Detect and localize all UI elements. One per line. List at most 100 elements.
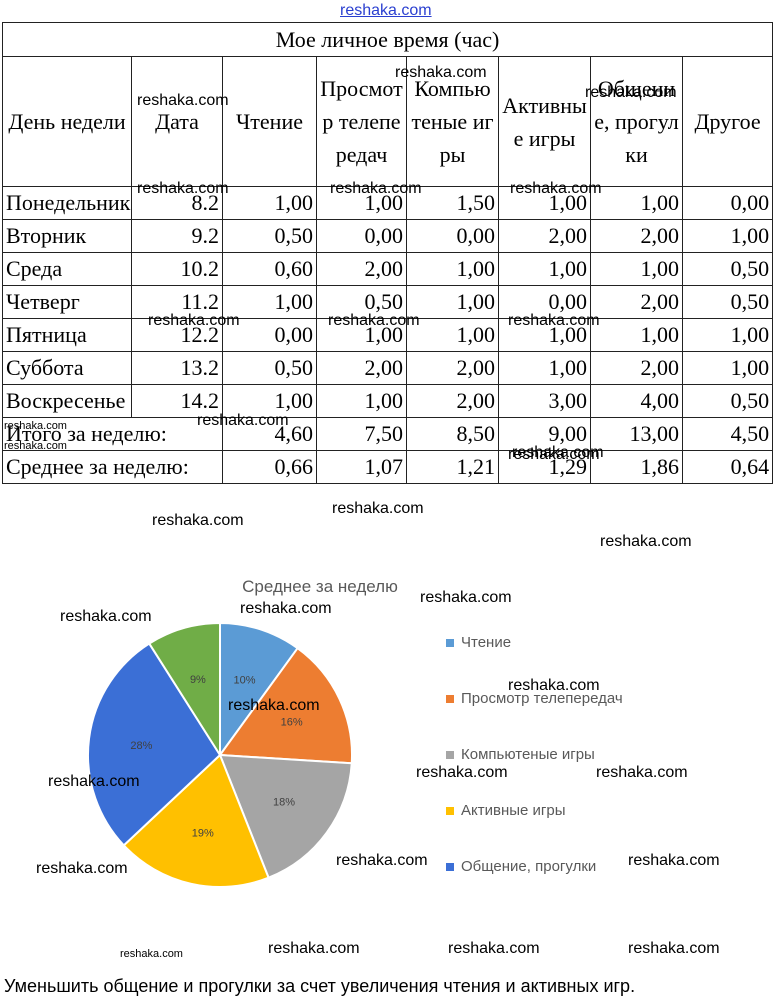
row: Суббота 13.2 0,50 2,00 2,00 1,00 2,00 1,00 — [2, 351, 774, 385]
cell: 0,64 — [681, 450, 774, 484]
watermark: reshaka.com — [340, 2, 432, 19]
header-cell: Другое — [681, 56, 774, 187]
cell: 0,50 — [681, 384, 774, 418]
cell: 1,00 — [590, 252, 683, 286]
slice-label: 16% — [281, 716, 303, 728]
total-row: Итого за неделю: 4,60 7,50 8,50 9,00 13,00 4,5… — [2, 417, 774, 451]
cell: 1,86 — [590, 450, 683, 484]
pie-chart: Среднее за неделю 10% 16% 18% 19% 28% 9% — [87, 577, 398, 888]
cell: 2,00 — [590, 351, 683, 385]
watermark: reshaka.com — [508, 312, 600, 329]
legend-item: Чтение — [446, 632, 511, 654]
cell: 2,00 — [406, 384, 499, 418]
cell: 3,00 — [498, 384, 591, 418]
legend-swatch — [446, 695, 454, 703]
cell: 0,00 — [498, 285, 591, 319]
row: Четверг 11.2 1,00 0,50 1,00 0,00 2,00 0,50 — [2, 285, 774, 319]
cell: 0,50 — [681, 252, 774, 286]
slice-label: 28% — [130, 740, 152, 752]
cell: Среднее за неделю: — [2, 450, 223, 484]
header-row: День недели Дата Чтение Просмотр телепереда… — [2, 56, 774, 187]
header-cell: Активные игры — [498, 56, 591, 187]
watermark: reshaka.com — [48, 773, 140, 790]
header-cell: Просмотр телепередач — [316, 56, 407, 187]
cell: 1,00 — [681, 219, 774, 253]
cell: Среда — [2, 252, 132, 286]
legend-item: Просмотр телепередач — [446, 688, 623, 710]
watermark: reshaka.com — [420, 589, 512, 606]
cell: 1,00 — [222, 186, 317, 220]
chart-title: Среднее за неделю — [242, 577, 398, 596]
watermark: reshaka.com — [4, 440, 67, 452]
header-cell: Компьютеные игры — [406, 56, 499, 187]
watermark: reshaka.com — [4, 420, 67, 432]
watermark: reshaka.com — [330, 180, 422, 197]
watermark: reshaka.com — [137, 92, 229, 109]
cell: 0,50 — [222, 351, 317, 385]
table-body: Мое личное время (час) День недели Дата Чт… — [1, 22, 774, 484]
cell: 1,00 — [498, 252, 591, 286]
cell: 10.2 — [131, 252, 223, 286]
cell: 1,00 — [590, 186, 683, 220]
watermark: reshaka.com — [508, 446, 600, 463]
watermark: reshaka.com — [416, 764, 508, 781]
watermark: reshaka.com — [512, 444, 604, 461]
watermark: reshaka.com — [628, 940, 720, 957]
slice-label: 9% — [190, 674, 206, 686]
cell: 2,00 — [590, 219, 683, 253]
cell: 13,00 — [590, 417, 683, 451]
cell: 4,50 — [681, 417, 774, 451]
cell: 0,50 — [316, 285, 407, 319]
slice-label: 19% — [192, 827, 214, 839]
cell: 1,00 — [222, 285, 317, 319]
watermark: reshaka.com — [60, 608, 152, 625]
cell: 2,00 — [316, 351, 407, 385]
cell: Понедельник — [2, 186, 132, 220]
header-cell: Чтение — [222, 56, 317, 187]
cell: 7,50 — [316, 417, 407, 451]
watermark: reshaka.com — [510, 180, 602, 197]
watermark: reshaka.com — [152, 512, 244, 529]
cell: Пятница — [2, 318, 132, 352]
cell: 2,00 — [590, 285, 683, 319]
cell: 2,00 — [406, 351, 499, 385]
cell: 1,00 — [406, 252, 499, 286]
cell: Суббота — [2, 351, 132, 385]
pie-slice — [219, 621, 299, 759]
cell: 13.2 — [131, 351, 223, 385]
legend-item: Общение, прогулки — [446, 856, 596, 878]
cell: 9,00 — [498, 417, 591, 451]
pie-slice — [218, 753, 353, 880]
watermark: reshaka.com — [600, 533, 692, 550]
watermark: reshaka.com — [585, 84, 677, 101]
row: Вторник 9.2 0,50 0,00 0,00 2,00 2,00 1,00 — [2, 219, 774, 253]
cell: 0,50 — [681, 285, 774, 319]
watermark: reshaka.com — [448, 940, 540, 957]
cell: 1,00 — [498, 351, 591, 385]
cell: 0,00 — [681, 186, 774, 220]
legend-item: Активные игры — [446, 800, 566, 822]
watermark: reshaka.com — [395, 64, 487, 81]
watermark: reshaka.com — [336, 852, 428, 869]
watermark: reshaka.com — [228, 697, 320, 714]
cell: 1,29 — [498, 450, 591, 484]
cell: Вторник — [2, 219, 132, 253]
table-title: Мое личное время (час) — [1, 22, 774, 57]
slice-label: 10% — [233, 675, 255, 687]
time-table: Мое личное время (час) День недели Дата Чт… — [1, 22, 774, 484]
watermark: reshaka.com — [596, 764, 688, 781]
cell: 12.2 — [131, 318, 223, 352]
cell: 0,66 — [222, 450, 317, 484]
row: Пятница 12.2 0,00 1,00 1,00 1,00 1,00 1,00 — [2, 318, 774, 352]
total-row: Среднее за неделю: 0,66 1,07 1,21 1,29 1,86 0,… — [2, 450, 774, 484]
watermark: reshaka.com — [268, 940, 360, 957]
cell: 2,00 — [498, 219, 591, 253]
pie-slice — [147, 621, 221, 759]
cell: 1,00 — [406, 318, 499, 352]
pie-slice — [218, 646, 353, 765]
watermark: reshaka.com — [328, 312, 420, 329]
cell: 1,00 — [316, 384, 407, 418]
cell: 2,00 — [316, 252, 407, 286]
cell: 1,00 — [498, 318, 591, 352]
